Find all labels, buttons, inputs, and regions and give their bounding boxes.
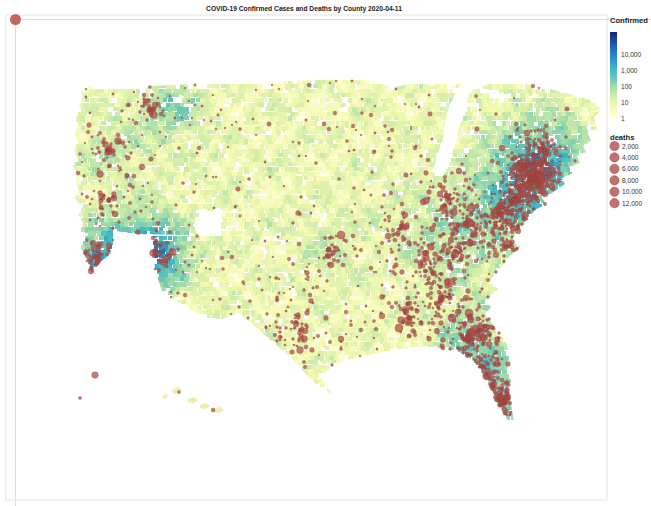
svg-text:10: 10 [621, 99, 629, 106]
svg-text:6,000: 6,000 [622, 165, 639, 172]
svg-text:12,000: 12,000 [622, 200, 643, 207]
svg-text:100: 100 [621, 83, 632, 90]
svg-text:8,000: 8,000 [622, 177, 639, 184]
svg-text:10,000: 10,000 [622, 188, 643, 195]
svg-text:1: 1 [621, 115, 625, 122]
svg-text:4,000: 4,000 [622, 154, 639, 161]
svg-text:Confirmed: Confirmed [610, 16, 648, 25]
svg-text:10,000: 10,000 [621, 51, 642, 58]
svg-text:1,000: 1,000 [621, 67, 638, 74]
svg-text:deaths: deaths [610, 133, 634, 142]
svg-text:2,000: 2,000 [622, 143, 639, 150]
